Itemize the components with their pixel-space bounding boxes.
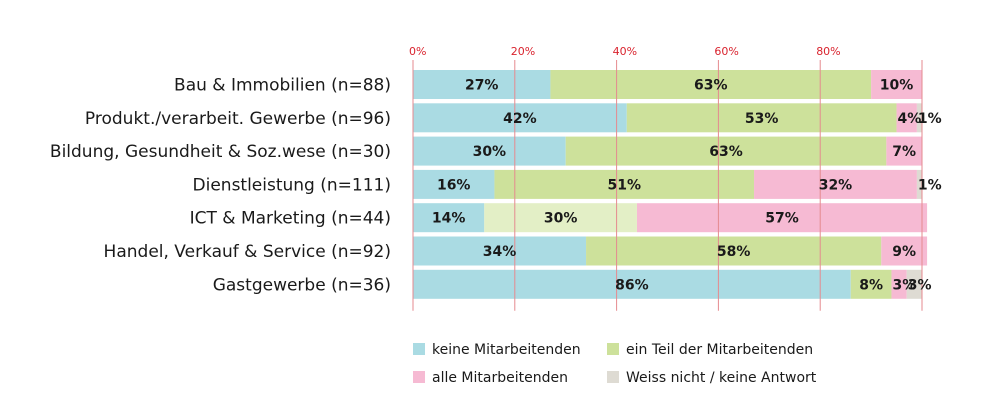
- bar-value-label: 3%: [892, 277, 916, 293]
- bar-value-label: 86%: [615, 277, 649, 293]
- bars-layer: [413, 70, 928, 299]
- category-label: Produkt./verarbeit. Gewerbe (n=96): [85, 109, 391, 129]
- bar-value-label: 3%: [908, 277, 932, 293]
- bar-segment: [896, 103, 917, 133]
- bar-value-label: 27%: [465, 78, 499, 94]
- legend: keine Mitarbeitenden ein Teil der Mitarbe…: [413, 342, 817, 386]
- category-label: ICT & Marketing (n=44): [190, 209, 391, 229]
- bar-segment: [916, 169, 922, 199]
- value-labels: 27% 63% 10%42% 53% 4%1%30% 63% 7%16% 51% 32% 1%14…: [432, 78, 942, 294]
- bar-value-label: 58%: [717, 244, 751, 260]
- bar-segment: [881, 236, 928, 266]
- bar-segment: [754, 169, 917, 199]
- bar-segment: [586, 236, 882, 266]
- bar-value-label: 34%: [483, 244, 517, 260]
- bar-segment: [916, 103, 922, 133]
- bar-segment: [906, 269, 922, 299]
- bar-value-label: 63%: [709, 144, 743, 160]
- legend-label: Weiss nicht / keine Antwort: [626, 370, 817, 386]
- bar-segment: [484, 203, 637, 233]
- bar-value-label: 8%: [859, 277, 883, 293]
- bar-segment: [413, 70, 551, 99]
- category-label: Gastgewerbe (n=36): [213, 275, 391, 295]
- x-tick-label: 80%: [816, 45, 840, 58]
- category-label: Handel, Verkauf & Service (n=92): [104, 242, 391, 262]
- bar-segment: [850, 269, 892, 299]
- category-label: Dienstleistung (n=111): [193, 175, 391, 195]
- legend-label: ein Teil der Mitarbeitenden: [626, 342, 813, 358]
- bar-value-label: 14%: [432, 211, 466, 227]
- bar-segment: [413, 236, 587, 266]
- bar-value-label: 63%: [694, 78, 728, 94]
- bar-segment: [891, 269, 907, 299]
- bar-segment: [626, 103, 897, 133]
- legend-swatch: [607, 371, 619, 383]
- bar-segment: [413, 169, 495, 199]
- bar-segment: [413, 103, 627, 133]
- bar-segment: [413, 269, 851, 299]
- category-label: Bildung, Gesundheit & Soz.wese (n=30): [50, 142, 391, 162]
- bar-segment: [636, 203, 928, 233]
- bar-segment: [413, 203, 485, 233]
- x-axis-ticks: 0% 20% 40% 60% 80%: [409, 45, 841, 58]
- legend-label: alle Mitarbeitenden: [432, 370, 568, 386]
- bar-segment: [871, 70, 922, 99]
- bar-segment: [886, 136, 922, 166]
- bar-segment: [494, 169, 755, 199]
- bar-value-label: 53%: [745, 111, 779, 127]
- x-tick-label: 40%: [613, 45, 637, 58]
- bar-value-label: 7%: [892, 144, 916, 160]
- category-label: Bau & Immobilien (n=88): [174, 76, 391, 96]
- bar-value-label: 32%: [819, 177, 853, 193]
- bar-value-label: 1%: [918, 177, 942, 193]
- bar-value-label: 4%: [898, 111, 922, 127]
- legend-swatch: [413, 343, 425, 355]
- bar-value-label: 10%: [880, 78, 914, 94]
- gridlines: [412, 60, 923, 311]
- bar-value-label: 30%: [473, 144, 507, 160]
- bar-segment: [413, 136, 566, 166]
- bar-value-label: 9%: [892, 244, 916, 260]
- legend-swatch: [607, 343, 619, 355]
- x-tick-label: 60%: [714, 45, 738, 58]
- bar-segment: [565, 136, 887, 166]
- bar-value-label: 1%: [918, 111, 942, 127]
- x-tick-label: 20%: [511, 45, 535, 58]
- bar-value-label: 16%: [437, 177, 471, 193]
- bar-segment: [550, 70, 872, 99]
- bar-value-label: 51%: [607, 177, 641, 193]
- bar-value-label: 30%: [544, 211, 578, 227]
- legend-swatch: [413, 371, 425, 383]
- x-tick-label: 0%: [409, 45, 426, 58]
- bar-value-label: 57%: [765, 211, 799, 227]
- legend-label: keine Mitarbeitenden: [432, 342, 581, 358]
- category-labels: Bau & Immobilien (n=88) Produkt./verarbei…: [50, 76, 391, 296]
- bar-value-label: 42%: [503, 111, 537, 127]
